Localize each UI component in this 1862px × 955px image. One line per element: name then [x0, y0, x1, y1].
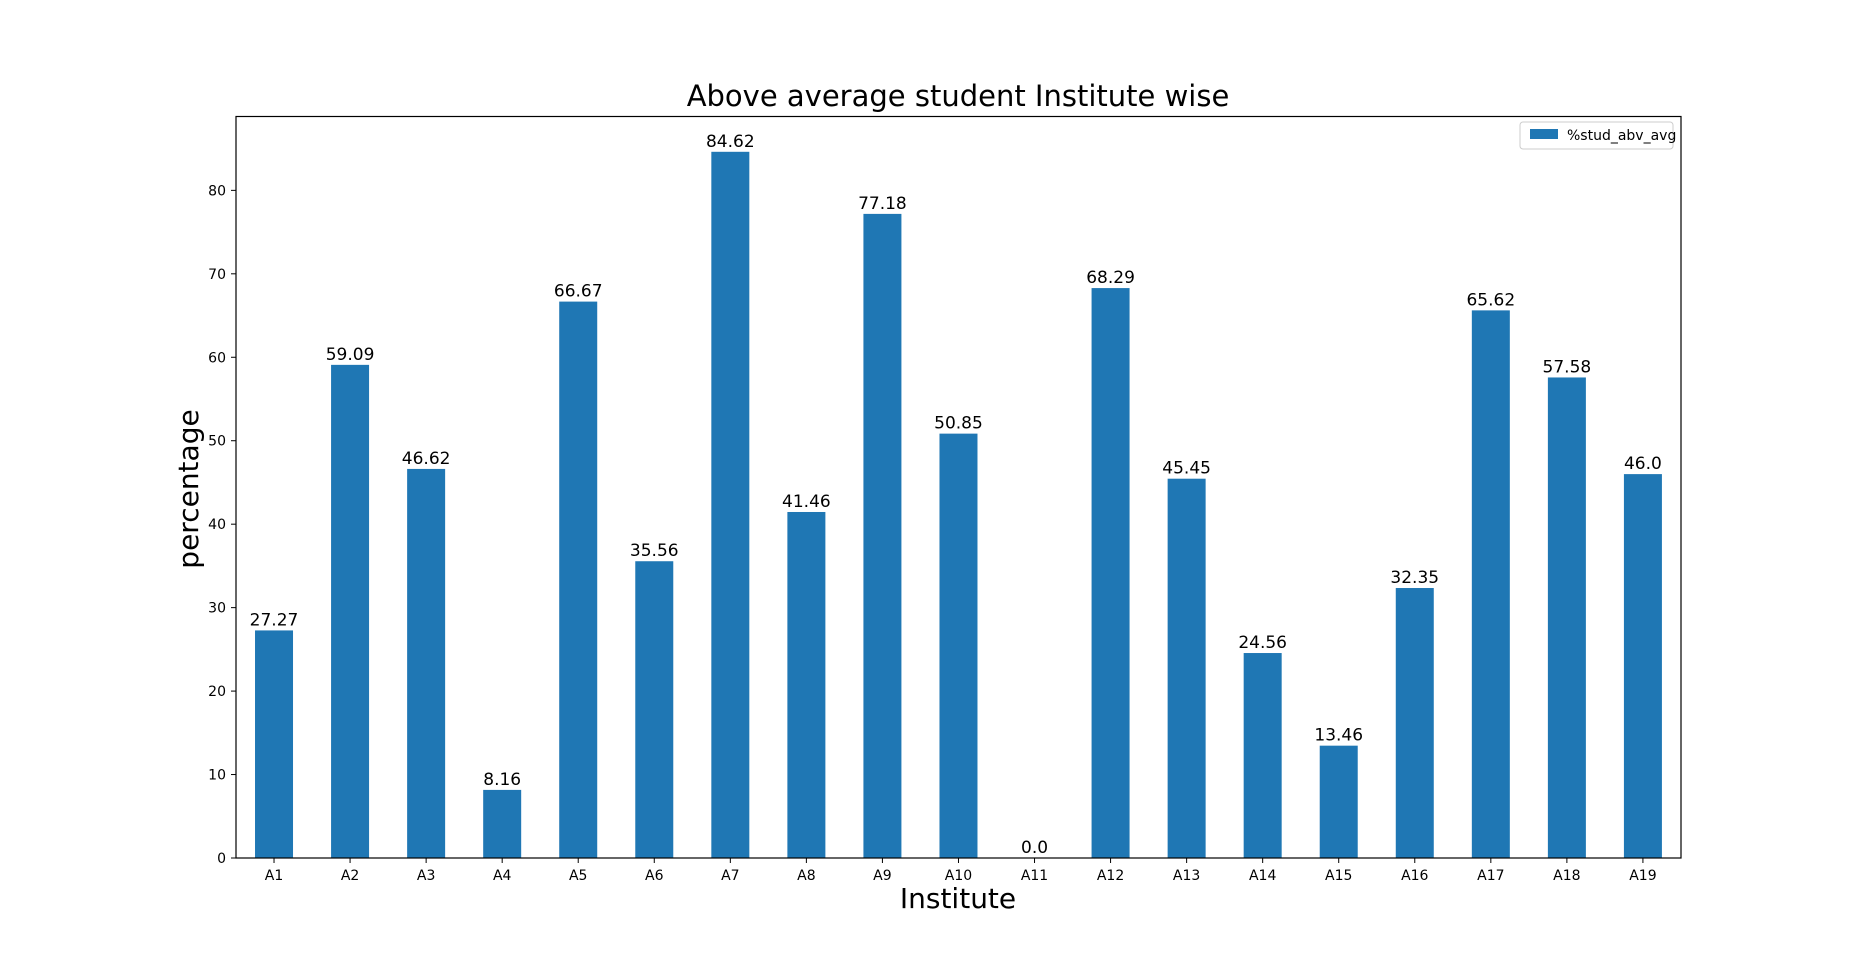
x-tick-label: A17 — [1477, 868, 1504, 884]
x-tick-label: A19 — [1629, 868, 1656, 884]
bar — [331, 364, 370, 858]
bars-layer — [255, 151, 1662, 859]
bar — [1395, 588, 1434, 858]
bar — [1091, 288, 1130, 859]
x-tick-label: A6 — [645, 868, 664, 884]
y-tick-label: 40 — [208, 517, 226, 533]
bar — [787, 511, 826, 858]
y-tick-label: 60 — [208, 350, 226, 366]
y-tick-label: 70 — [208, 267, 226, 283]
bar-value-label: 66.67 — [554, 282, 603, 302]
x-tick-label: A10 — [945, 868, 972, 884]
bar-value-label: 50.85 — [934, 414, 983, 434]
x-tick-label: A16 — [1401, 868, 1428, 884]
plot-frame — [235, 115, 1682, 859]
x-tick-label: A14 — [1249, 868, 1276, 884]
bar — [1167, 478, 1206, 858]
bar-value-label: 65.62 — [1466, 290, 1515, 310]
y-tick-label: 20 — [208, 684, 226, 700]
bar — [1623, 474, 1662, 858]
x-tick-label: A3 — [417, 868, 435, 884]
bar — [635, 561, 674, 858]
x-tick-label: A15 — [1325, 868, 1352, 884]
bar-value-label: 27.27 — [250, 610, 299, 630]
bar-value-label: 13.46 — [1314, 726, 1363, 746]
y-tick-label: 10 — [208, 768, 226, 784]
bar — [559, 301, 598, 859]
bar-value-label: 84.62 — [706, 132, 755, 152]
bar-value-label: 77.18 — [858, 194, 907, 214]
x-tick-label: A7 — [721, 868, 739, 884]
bar — [407, 468, 446, 858]
bar-value-label: 57.58 — [1543, 357, 1592, 377]
legend-swatch — [1530, 129, 1558, 139]
y-axis-title: percentage — [172, 409, 205, 568]
bar — [711, 151, 750, 859]
bar — [939, 433, 978, 858]
legend-label: %stud_abv_avg — [1567, 128, 1676, 144]
legend-box — [1519, 121, 1674, 150]
x-axis-title: Institute — [900, 882, 1016, 915]
x-axis-ticks: A1 A2 A3 A4 A5 A6 A7 A8 A9 A10 A11 A12 A13 A14 A15 A16 A… — [265, 858, 1657, 884]
y-tick-label: 80 — [208, 183, 226, 199]
y-tick-label: 30 — [208, 601, 226, 617]
x-tick-label: A12 — [1097, 868, 1124, 884]
x-tick-label: A8 — [797, 868, 815, 884]
bar-value-label: 35.56 — [630, 541, 679, 561]
x-tick-label: A5 — [569, 868, 587, 884]
bar — [255, 630, 294, 858]
bar-value-label: 46.0 — [1624, 454, 1662, 474]
x-tick-label: A18 — [1553, 868, 1580, 884]
bar-value-label: 68.29 — [1086, 268, 1135, 288]
x-tick-label: A11 — [1021, 868, 1048, 884]
x-tick-label: A1 — [265, 868, 283, 884]
x-tick-label: A2 — [341, 868, 359, 884]
y-tick-label: 50 — [208, 434, 226, 450]
x-tick-label: A4 — [493, 868, 512, 884]
bar — [1319, 745, 1358, 858]
x-tick-label: A9 — [873, 868, 891, 884]
bar-value-label: 59.09 — [326, 345, 375, 365]
chart-title: Above average student Institute wise — [687, 79, 1230, 113]
x-tick-label: A13 — [1173, 868, 1200, 884]
bar — [483, 789, 522, 858]
y-axis-ticks: 0 10 20 30 40 50 60 70 80 — [208, 183, 236, 867]
y-tick-label: 0 — [217, 851, 226, 867]
bar-value-label: 46.62 — [402, 449, 451, 469]
bar-value-label: 32.35 — [1390, 568, 1439, 588]
bar — [1471, 310, 1510, 858]
bar-value-label: 45.45 — [1162, 459, 1211, 479]
bar — [1243, 653, 1282, 858]
bar-value-label: 41.46 — [782, 492, 831, 512]
value-labels-layer: 27.27 59.09 46.62 8.16 66.67 35.56 84.62 41.46 7… — [250, 132, 1662, 858]
bar — [1547, 377, 1586, 858]
bar-value-label: 24.56 — [1238, 633, 1287, 653]
legend: %stud_abv_avg — [1519, 121, 1676, 150]
bar-value-label: 8.16 — [483, 770, 521, 790]
bar — [863, 213, 902, 858]
bar-value-label: 0.0 — [1021, 838, 1048, 858]
